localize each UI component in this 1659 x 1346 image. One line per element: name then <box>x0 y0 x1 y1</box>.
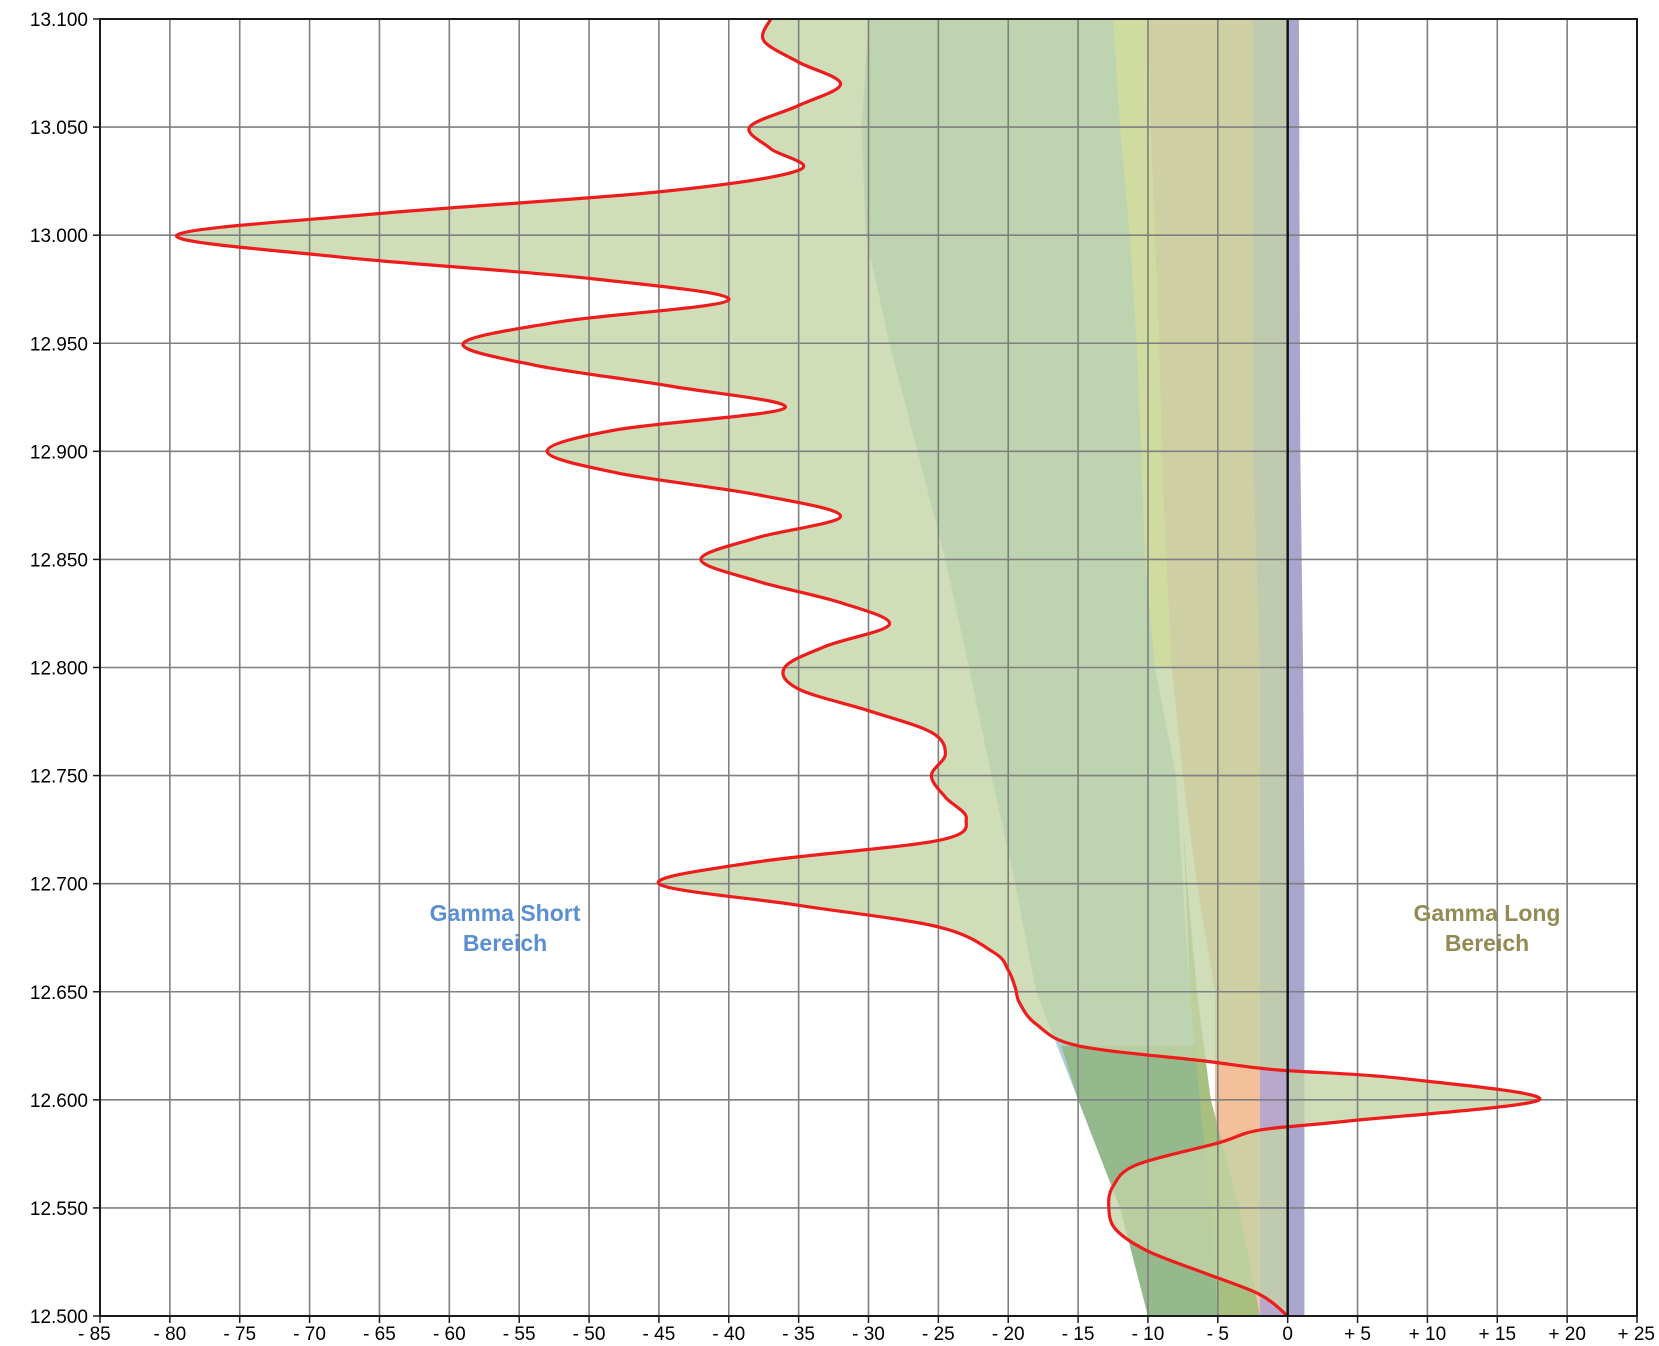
x-tick-label: + 20 <box>1548 1324 1586 1345</box>
x-tick-label: - 15 <box>1062 1324 1095 1345</box>
y-tick-label: 12.900 <box>30 442 88 463</box>
y-tick-label: 12.800 <box>30 659 88 680</box>
y-tick-label: 12.850 <box>30 550 88 571</box>
x-tick-label: - 25 <box>922 1324 955 1345</box>
annotation-label-line2: Bereich <box>463 930 547 956</box>
x-tick-label: - 70 <box>293 1324 326 1345</box>
x-tick-label: - 65 <box>363 1324 396 1345</box>
annotation-label-line1: Gamma Long <box>1414 900 1561 926</box>
x-tick-label: - 10 <box>1132 1324 1165 1345</box>
y-tick-label: 12.500 <box>30 1307 88 1328</box>
x-tick-label: - 55 <box>503 1324 536 1345</box>
x-tick-label: - 20 <box>992 1324 1025 1345</box>
x-tick-label: - 60 <box>433 1324 466 1345</box>
y-tick-label: 12.950 <box>30 334 88 355</box>
x-tick-label: 0 <box>1282 1324 1293 1345</box>
x-tick-label: - 40 <box>712 1324 745 1345</box>
x-tick-label: + 10 <box>1409 1324 1447 1345</box>
x-tick-label: - 30 <box>852 1324 885 1345</box>
y-tick-label: 12.750 <box>30 767 88 788</box>
y-tick-label: 13.000 <box>30 226 88 247</box>
gamma-curve <box>175 18 1542 1318</box>
x-tick-label: + 15 <box>1479 1324 1517 1345</box>
annotation-label-line1: Gamma Short <box>430 900 581 926</box>
x-tick-label: + 5 <box>1344 1324 1371 1345</box>
x-tick-label: - 5 <box>1207 1324 1229 1345</box>
y-tick-label: 12.550 <box>30 1199 88 1220</box>
y-tick-label: 12.650 <box>30 983 88 1004</box>
annotation-label-line2: Bereich <box>1445 930 1529 956</box>
x-tick-label: - 35 <box>782 1324 815 1345</box>
y-tick-label: 13.100 <box>30 10 88 31</box>
x-tick-labels: - 85- 80- 75- 70- 65- 60- 55- 50- 45- 40… <box>78 1324 1655 1345</box>
x-tick-label: - 50 <box>573 1324 606 1345</box>
x-tick-label: - 80 <box>153 1324 186 1345</box>
x-tick-label: + 25 <box>1617 1324 1655 1345</box>
axes <box>93 18 1638 1323</box>
y-tick-label: 12.600 <box>30 1091 88 1112</box>
x-tick-label: - 75 <box>223 1324 256 1345</box>
y-tick-labels: 12.500 12.550 12.600 12.650 12.700 12.750 12.8… <box>30 10 88 1328</box>
annotations: Gamma Short Bereich Gamma Long Bereich <box>430 900 1561 956</box>
y-tick-label: 13.050 <box>30 118 88 139</box>
x-tick-label: - 45 <box>643 1324 676 1345</box>
y-tick-label: 12.700 <box>30 875 88 896</box>
grid-lines <box>99 18 1638 1317</box>
gamma-curve-line <box>175 18 1542 1318</box>
x-tick-label: - 85 <box>78 1324 111 1345</box>
